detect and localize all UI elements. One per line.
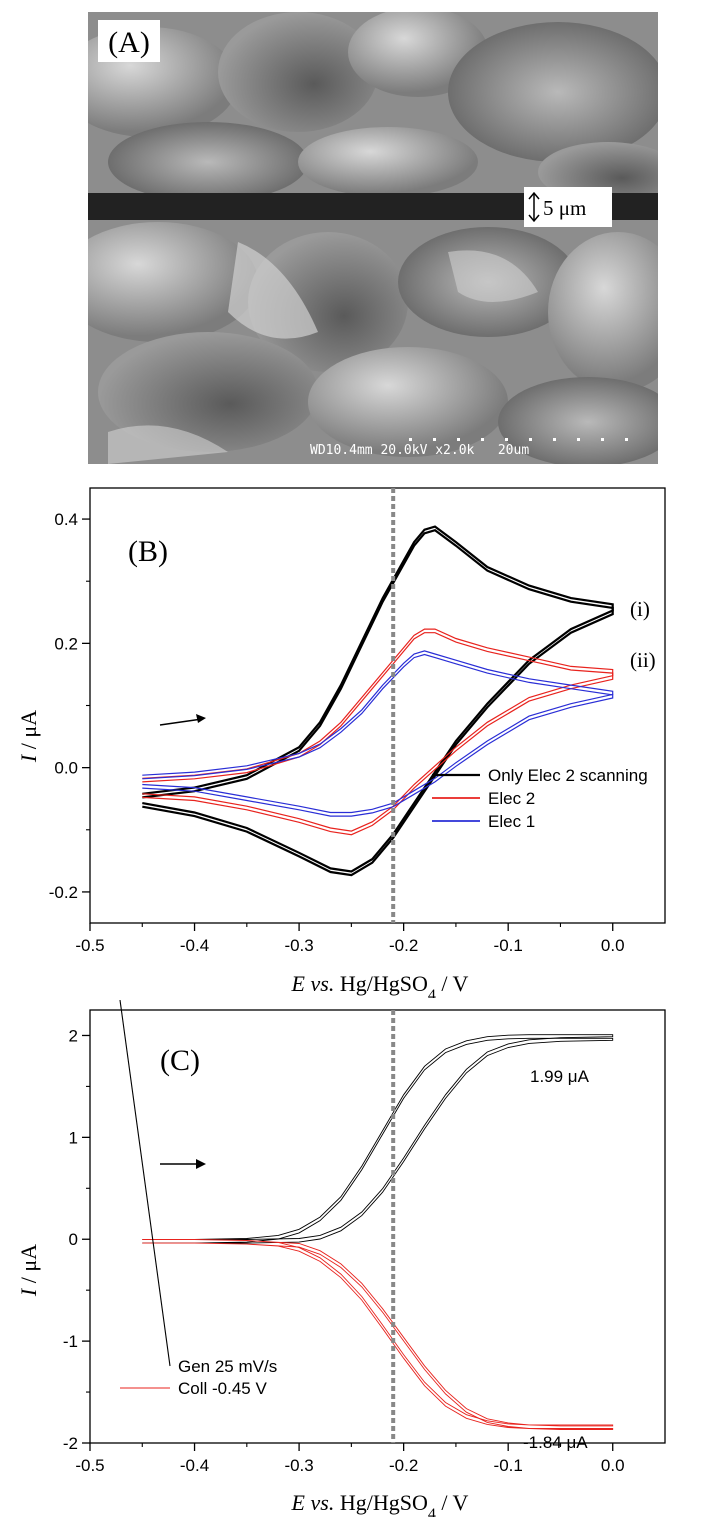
x-tick-label: 0.0 — [601, 1456, 625, 1475]
series-line-coll-0-45-v — [142, 1239, 614, 1427]
x-tick-label: -0.5 — [75, 936, 104, 955]
x-axis-label-b: E vs. Hg/HgSO4 / V — [291, 971, 469, 998]
x-tick-label: -0.4 — [180, 1456, 209, 1475]
y-tick-label: -2 — [63, 1434, 78, 1453]
series-line-only-elec-2-scanning — [142, 525, 614, 873]
x-tick-label: -0.5 — [75, 1456, 104, 1475]
x-tick-label: -0.3 — [284, 936, 313, 955]
y-tick-label: 1 — [69, 1128, 78, 1147]
annotation-limit-coll: -1.84 μA — [523, 1433, 588, 1452]
x-tick-label: -0.2 — [389, 1456, 418, 1475]
sem-info-dots — [409, 438, 628, 441]
plot-frame — [89, 1009, 666, 1444]
chart-c: -0.5 -0.4 -0.3 -0.2 -0.1 0.0 -2 -1 0 1 2 (C) Gen 2… — [16, 1000, 666, 1517]
y-tick-label: 2 — [69, 1026, 78, 1045]
series-line-elec-1 — [142, 653, 614, 817]
y-tick-label: 0 — [69, 1230, 78, 1249]
y-tick-label: -1 — [63, 1332, 78, 1351]
y-tick-label: 0.4 — [54, 510, 78, 529]
legend-label-elec1: Elec 1 — [488, 812, 535, 831]
y-tick-label: -0.2 — [49, 883, 78, 902]
annotation-ii: (ii) — [630, 648, 656, 672]
double-arrow-icon — [528, 191, 540, 223]
sem-micrograph-panel: (A) 5 μm WD10.4mm 20.0kV x2.0k 20um — [88, 12, 658, 464]
series-line-elec-2 — [142, 632, 614, 836]
y-tick-label: 0.0 — [54, 759, 78, 778]
x-tick-label: -0.1 — [494, 936, 523, 955]
y-axis-label-c: I / μA — [16, 1244, 41, 1297]
series-line-coll-0-45-v — [142, 1242, 614, 1430]
x-tick-label: -0.4 — [180, 936, 209, 955]
legend-label-gen: Gen 25 mV/s — [178, 1357, 277, 1376]
annotation-limit-gen: 1.99 μA — [530, 1067, 590, 1086]
scan-direction-arrow-icon — [159, 714, 206, 726]
series-line-elec-2 — [142, 628, 614, 832]
annotation-i: (i) — [630, 597, 650, 621]
sem-texture — [88, 12, 658, 464]
series-line-gen-25-mv-s — [142, 1034, 614, 1240]
scale-bar-label: 5 μm — [543, 196, 586, 220]
sem-info-text: WD10.4mm 20.0kV x2.0k 20um — [310, 443, 529, 458]
panel-label-c: (C) — [160, 1044, 200, 1077]
y-tick-label: 0.2 — [54, 634, 78, 653]
x-tick-label: -0.2 — [389, 936, 418, 955]
chart-b: -0.5 -0.4 -0.3 -0.2 -0.1 0.0 -0.2 0.0 0.2 0.4 (B)… — [16, 487, 666, 998]
legend-line-gen — [119, 1000, 171, 1367]
panel-label-b: (B) — [128, 535, 168, 568]
x-tick-label: 0.0 — [601, 936, 625, 955]
legend-label-elec2: Elec 2 — [488, 789, 535, 808]
y-axis-label-b: I / μA — [16, 710, 41, 763]
scale-bar-box — [524, 187, 612, 227]
series-line-gen-25-mv-s — [142, 1037, 614, 1244]
panel-label-box — [98, 20, 160, 62]
legend-b: Only Elec 2 scanning Elec 2 Elec 1 — [432, 766, 648, 831]
legend-label-only-elec2: Only Elec 2 scanning — [488, 766, 648, 785]
panel-label-a: (A) — [108, 26, 150, 59]
series-line-elec-1 — [142, 650, 614, 814]
series-line-only-elec-2-scanning — [142, 528, 614, 877]
x-tick-label: -0.3 — [284, 1456, 313, 1475]
legend-label-coll: Coll -0.45 V — [178, 1379, 267, 1398]
x-tick-label: -0.1 — [494, 1456, 523, 1475]
x-axis-label-c: E vs. Hg/HgSO4 / V — [291, 1490, 469, 1517]
legend-c: Gen 25 mV/s Coll -0.45 V — [119, 1000, 277, 1398]
scan-direction-arrow-icon — [160, 1159, 206, 1169]
